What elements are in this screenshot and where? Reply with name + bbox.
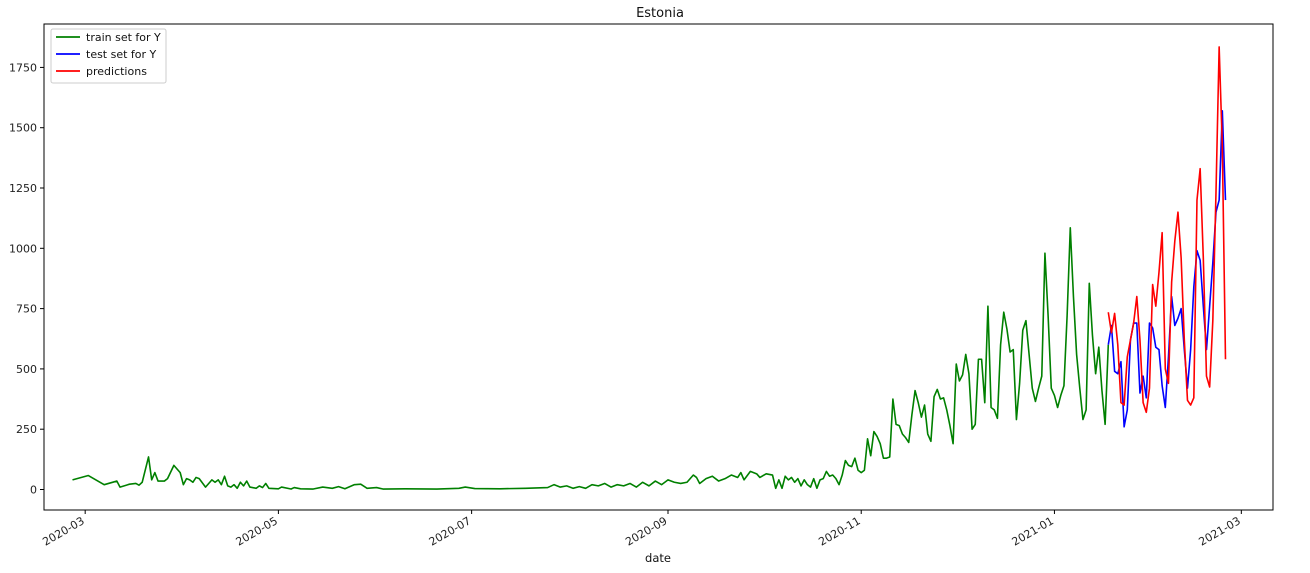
y-tick-label: 1250	[9, 182, 37, 195]
legend: train set for Y test set for Y predictions	[50, 28, 167, 84]
x-tick-label: 2020-03	[40, 514, 86, 548]
y-tick-label: 1000	[9, 242, 37, 255]
x-tick-label: 2020-09	[623, 514, 669, 548]
y-tick-label: 250	[16, 423, 37, 436]
plot-area-frame	[43, 23, 1274, 511]
x-tick-label: 2021-01	[1010, 514, 1056, 548]
chart-title: Estonia	[636, 6, 684, 21]
x-axis: 2020-03 2020-05 2020-07 2020-09 2020-11 2021-…	[40, 510, 1243, 549]
y-tick-label: 750	[16, 303, 37, 316]
x-tick-label: 2020-05	[234, 514, 280, 548]
y-tick-label: 1500	[9, 122, 37, 135]
series-layer	[72, 46, 1227, 490]
y-axis: 0 250 500 750 1000 1250 1500 1750	[9, 61, 44, 496]
y-tick-label: 1750	[9, 61, 37, 74]
series-line-0	[72, 227, 1110, 490]
x-tick-label: 2021-03	[1197, 514, 1243, 548]
x-axis-label: date	[645, 551, 671, 565]
legend-label: test set for Y	[86, 48, 157, 61]
legend-label: predictions	[86, 65, 147, 78]
series-line-2	[1107, 46, 1227, 414]
y-tick-label: 500	[16, 363, 37, 376]
x-tick-label: 2020-07	[427, 514, 473, 548]
legend-box	[50, 28, 167, 84]
x-tick-label: 2020-11	[816, 514, 862, 548]
legend-label: train set for Y	[86, 31, 161, 44]
y-tick-label: 0	[30, 483, 37, 496]
